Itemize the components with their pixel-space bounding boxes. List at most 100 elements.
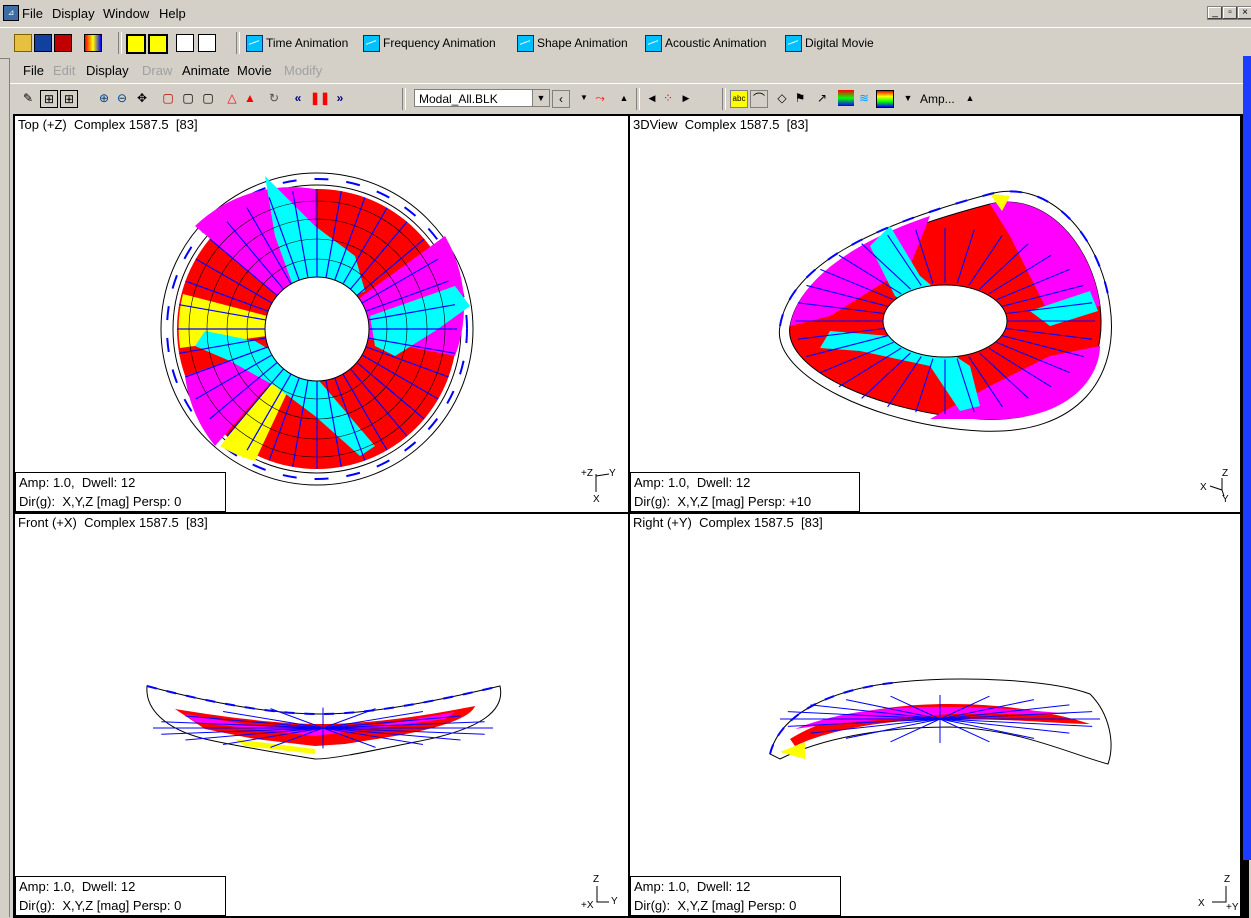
quad-view-icon[interactable]: ⊞ (60, 90, 78, 108)
fast-forward-icon[interactable]: » (336, 91, 344, 105)
triangle-fill-icon[interactable]: ▲ (244, 91, 256, 105)
pan-icon[interactable]: ✥ (136, 91, 148, 105)
mesh-line (185, 280, 269, 312)
mesh-line (185, 727, 324, 741)
zoom-in-icon[interactable]: ⊕ (98, 91, 110, 105)
flag-icon[interactable]: ⚑ (794, 91, 806, 105)
pane-top-view[interactable]: Top (+Z) Complex 1587.5 [83] (15, 116, 628, 512)
info-box: Amp: 1.0, Dwell: 12 Dir(g): X,Y,Z [mag] … (630, 472, 860, 512)
menu-window[interactable]: Window (103, 6, 150, 21)
mesh-line (838, 347, 902, 388)
chart-icon[interactable] (54, 34, 72, 52)
mesh-line (322, 727, 461, 741)
dual-view-icon[interactable] (148, 34, 168, 54)
wave-icon (363, 35, 380, 52)
mesh-line (988, 254, 1052, 295)
palette-icon[interactable] (84, 34, 102, 52)
digital-movie-button[interactable]: Digital Movie (785, 34, 874, 52)
mesh-line (246, 207, 292, 285)
save-icon[interactable] (34, 34, 52, 52)
single-view-icon[interactable] (126, 34, 146, 54)
minimize-icon[interactable]: _ (1207, 6, 1223, 20)
grid-icon[interactable]: ⊞ (40, 90, 58, 108)
acoustic-animation-button[interactable]: Acoustic Animation (645, 34, 766, 52)
rewind-icon[interactable]: « (294, 91, 302, 105)
mesh-line (939, 699, 1035, 720)
mesh-line (806, 335, 888, 358)
triangle-outline-icon[interactable]: △ (227, 91, 237, 105)
mesh-line (161, 721, 324, 729)
mesh-line (939, 718, 1070, 734)
menu-animate-inner[interactable]: Animate (182, 63, 230, 78)
acoustic-animation-label: Acoustic Animation (665, 36, 767, 50)
mesh-line (797, 327, 885, 340)
up-arrow-icon[interactable]: ▲ (619, 93, 629, 103)
shape-animation-button[interactable]: Shape Animation (517, 34, 628, 52)
right-arrow-icon[interactable]: ▶ (682, 93, 690, 103)
mesh-line (179, 304, 266, 321)
amp-label[interactable]: Amp... (920, 92, 955, 106)
mesh-line (222, 727, 324, 745)
mesh-line (968, 356, 1003, 408)
frequency-animation-button[interactable]: Frequency Animation (363, 34, 496, 52)
menu-help[interactable]: Help (159, 6, 186, 21)
pane-front-view[interactable]: Front (+X) Complex 1587.5 [83] Amp: 1.0,… (15, 514, 628, 916)
up-arrow-icon[interactable]: ▲ (965, 93, 975, 103)
mesh-line (361, 258, 439, 304)
menu-file[interactable]: File (22, 6, 43, 21)
box-deselect-icon[interactable]: ▢ (202, 91, 214, 105)
cascade-icon[interactable] (198, 34, 216, 52)
menu-display[interactable]: Display (52, 6, 95, 21)
scrollbar-strip[interactable] (1243, 56, 1251, 860)
tile-icon[interactable] (176, 34, 194, 52)
zoom-out-icon[interactable]: ⊖ (116, 91, 128, 105)
left-arrow-icon[interactable]: ◀ (648, 93, 656, 103)
time-animation-button[interactable]: Time Animation (246, 34, 348, 52)
color-bars-icon[interactable] (838, 90, 854, 106)
dropdown-arrow-icon[interactable]: ▼ (903, 93, 913, 103)
mesh-line (179, 337, 266, 354)
box-select-icon[interactable]: ▢ (162, 91, 174, 105)
chevron-down-icon[interactable]: ▼ (532, 90, 549, 106)
shape-outline-icon[interactable]: ◇ (777, 91, 787, 105)
app-icon[interactable]: ⊿ (3, 5, 19, 21)
rotate-icon[interactable]: ↻ (268, 91, 280, 105)
color-scale-icon[interactable] (876, 90, 894, 108)
dropdown-arrow-icon[interactable]: ▼ (580, 93, 588, 102)
restore-icon[interactable]: ▫ (1222, 6, 1238, 20)
menu-display-inner[interactable]: Display (86, 63, 129, 78)
menu-file-inner[interactable]: File (23, 63, 44, 78)
menu-movie-inner[interactable]: Movie (237, 63, 272, 78)
pane-title: 3DView Complex 1587.5 [83] (633, 117, 809, 132)
window-toolbar: ✎ ⊞ ⊞ ⊕ ⊖ ✥ ▢ ▢ ▢ △ ▲ ↻ « ❚❚ » Modal_All… (10, 83, 1251, 114)
mesh-line (890, 695, 941, 720)
arrow-icon[interactable]: ↗ (816, 91, 828, 105)
pencil-icon[interactable]: ✎ (22, 91, 34, 105)
mesh-line (820, 341, 894, 374)
pause-icon[interactable]: ❚❚ (310, 91, 331, 105)
mesh-line (322, 727, 376, 748)
prev-icon[interactable]: ‹ (552, 90, 570, 108)
mesh-line (322, 727, 424, 745)
digital-movie-label: Digital Movie (805, 36, 874, 50)
pane-3d-view[interactable]: 3DView Complex 1587.5 [83] Amp: 1.0, Dwe… (630, 116, 1240, 512)
mesh-line (1005, 302, 1093, 315)
box-icon[interactable]: ▢ (182, 91, 194, 105)
wave-icon (785, 35, 802, 52)
label-icon[interactable]: abc (730, 90, 748, 108)
mesh-line (979, 243, 1029, 290)
mesh-line (222, 711, 324, 729)
mesh-line (226, 368, 285, 437)
block-select-value: Modal_All.BLK (419, 92, 498, 106)
mesh-line (956, 358, 975, 413)
mesh-line (968, 234, 1003, 286)
block-select[interactable]: Modal_All.BLK ▼ (414, 89, 550, 107)
mesh-line (322, 721, 485, 729)
close-icon[interactable]: × (1237, 6, 1251, 20)
open-folder-icon[interactable] (14, 34, 32, 52)
trace-icon[interactable]: ⤳ (595, 91, 605, 105)
curve-icon[interactable]: ⌒ (750, 90, 768, 108)
dot-select-icon[interactable]: ⁘ (662, 91, 674, 105)
contour-icon[interactable]: ≋ (858, 91, 870, 105)
pane-right-view[interactable]: Right (+Y) Complex 1587.5 [83] Amp: 1.0,… (630, 514, 1240, 916)
